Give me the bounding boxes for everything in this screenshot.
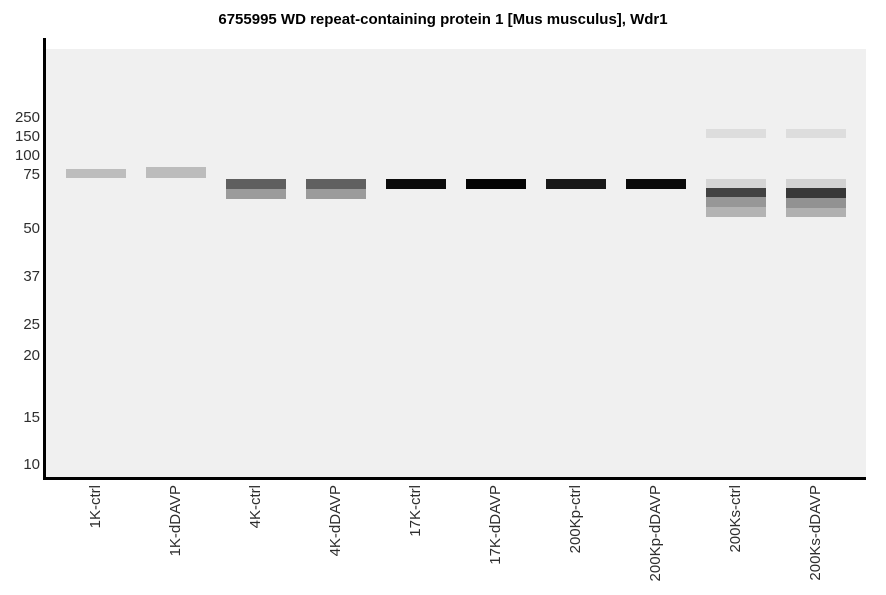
lane-label: 1K-dDAVP xyxy=(167,485,184,557)
lane-label: 17K-ctrl xyxy=(407,485,424,537)
gel-band xyxy=(306,179,366,189)
gel-band xyxy=(706,197,766,207)
lane-label: 200Ks-ctrl xyxy=(727,485,744,553)
gel-band xyxy=(306,189,366,199)
y-tick-label-20: 20 xyxy=(23,347,40,364)
gel-band xyxy=(226,189,286,199)
y-tick-label-10: 10 xyxy=(23,456,40,473)
y-tick-label-15: 15 xyxy=(23,409,40,426)
gel-band xyxy=(386,179,446,189)
lane-label: 4K-ctrl xyxy=(247,485,264,529)
gel-band xyxy=(786,198,846,208)
lane-label: 200Kp-ctrl xyxy=(567,485,584,554)
y-tick-label-100: 100 xyxy=(14,147,40,164)
gel-band xyxy=(546,179,606,189)
y-tick-label-50: 50 xyxy=(23,220,40,237)
gel-band xyxy=(706,129,766,138)
y-tick-label-250: 250 xyxy=(14,109,40,126)
y-tick-label-150: 150 xyxy=(14,128,40,145)
y-tick-label-25: 25 xyxy=(23,316,40,333)
lane-label: 200Ks-dDAVP xyxy=(807,485,824,581)
gel-band xyxy=(786,208,846,217)
gel-band xyxy=(706,188,766,197)
gel-band xyxy=(786,188,846,198)
lane-label: 4K-dDAVP xyxy=(327,485,344,557)
lane-label: 1K-ctrl xyxy=(87,485,104,529)
y-tick-label-75: 75 xyxy=(23,166,40,183)
gel-band xyxy=(786,129,846,138)
gel-band xyxy=(786,179,846,188)
gel-band xyxy=(466,179,526,189)
gel-band xyxy=(66,169,126,178)
lane-label: 200Kp-dDAVP xyxy=(647,485,664,582)
gel-band xyxy=(626,179,686,189)
y-axis-line xyxy=(43,38,46,480)
x-axis-line xyxy=(43,477,866,480)
lane-label: 17K-dDAVP xyxy=(487,485,504,565)
figure-title: 6755995 WD repeat-containing protein 1 [… xyxy=(218,11,668,28)
gel-band xyxy=(706,179,766,188)
y-tick-label-37: 37 xyxy=(23,268,40,285)
gel-band xyxy=(706,207,766,217)
gel-band xyxy=(146,167,206,178)
plot-area xyxy=(46,49,866,477)
gel-band xyxy=(226,179,286,189)
